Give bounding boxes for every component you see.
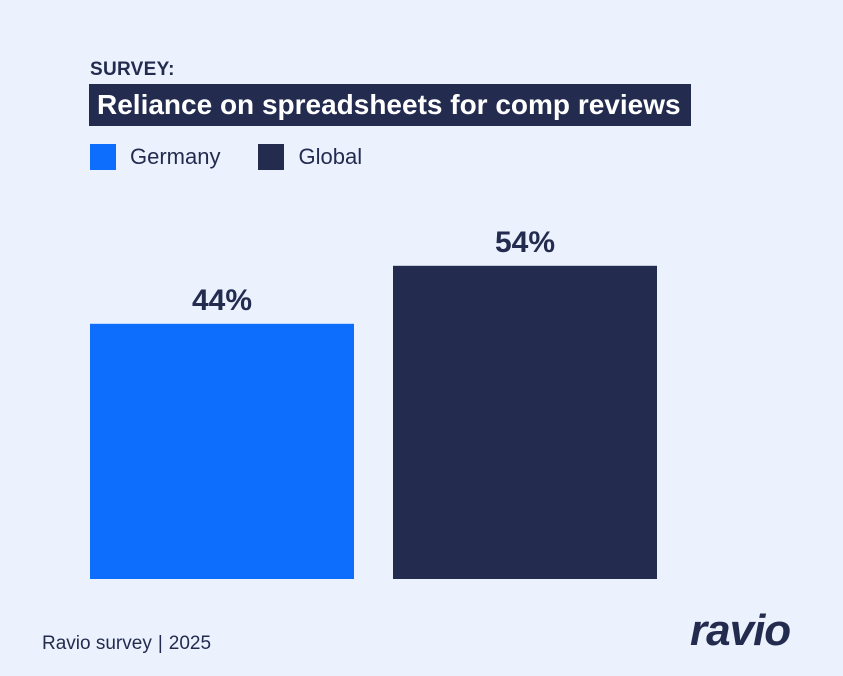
data-label-germany: 44% bbox=[192, 284, 252, 317]
legend-swatch-global bbox=[258, 144, 285, 170]
footer-separator: | bbox=[157, 633, 163, 654]
chart-title: Reliance on spreadsheets for comp review… bbox=[89, 84, 691, 126]
survey-kicker: SURVEY: bbox=[90, 59, 175, 80]
legend-label-germany: Germany bbox=[130, 144, 221, 169]
ravio-logo: ravio bbox=[690, 606, 791, 655]
footer-source: Ravio survey bbox=[42, 633, 152, 654]
legend: Germany Global bbox=[90, 144, 400, 170]
legend-item-global: Global bbox=[258, 144, 362, 170]
legend-label-global: Global bbox=[298, 144, 363, 169]
bar-global bbox=[393, 265, 657, 579]
legend-swatch-germany bbox=[90, 144, 116, 170]
footer: Ravio survey | 2025 bbox=[42, 633, 211, 655]
bar-germany bbox=[90, 323, 354, 579]
legend-item-germany: Germany bbox=[90, 144, 220, 170]
data-label-global: 54% bbox=[495, 226, 555, 259]
footer-year: 2025 bbox=[168, 633, 212, 654]
